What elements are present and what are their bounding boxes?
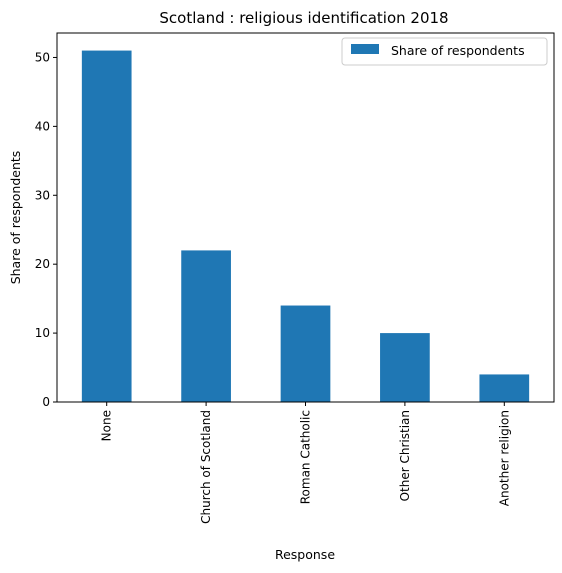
bar-church-of-scotland	[181, 250, 231, 402]
y-tick-label: 20	[35, 257, 50, 271]
bar-none	[81, 50, 132, 402]
legend: Share of respondents	[341, 37, 548, 66]
y-tick-label: 40	[35, 119, 50, 133]
y-tick-label: 10	[35, 326, 50, 340]
y-axis-ticks: 0 10 20 30 40 50	[35, 50, 57, 409]
plot-frame	[56, 32, 555, 403]
bar-other-christian	[380, 333, 430, 402]
y-tick-label: 0	[42, 395, 50, 409]
y-axis-label: Share of respondents	[8, 151, 23, 285]
bars-group	[81, 50, 530, 402]
legend-box	[341, 37, 548, 66]
x-axis-label: Response	[275, 547, 335, 562]
x-axis-ticks: None Church of Scotland Roman Catholic Othe…	[100, 402, 511, 524]
bar-another-religion	[479, 374, 530, 402]
x-tick-label: Another religion	[497, 410, 511, 506]
bar-roman-catholic	[280, 305, 331, 402]
legend-label: Share of respondents	[391, 43, 525, 58]
x-tick-label: None	[100, 410, 114, 441]
y-tick-label: 30	[35, 188, 50, 202]
x-tick-label: Church of Scotland	[199, 410, 213, 524]
y-tick-label: 50	[35, 50, 50, 64]
legend-swatch	[351, 44, 379, 54]
x-tick-label: Other Christian	[398, 410, 412, 501]
chart-title: Scotland : religious identification 2018	[159, 9, 448, 27]
x-tick-label: Roman Catholic	[299, 410, 313, 504]
